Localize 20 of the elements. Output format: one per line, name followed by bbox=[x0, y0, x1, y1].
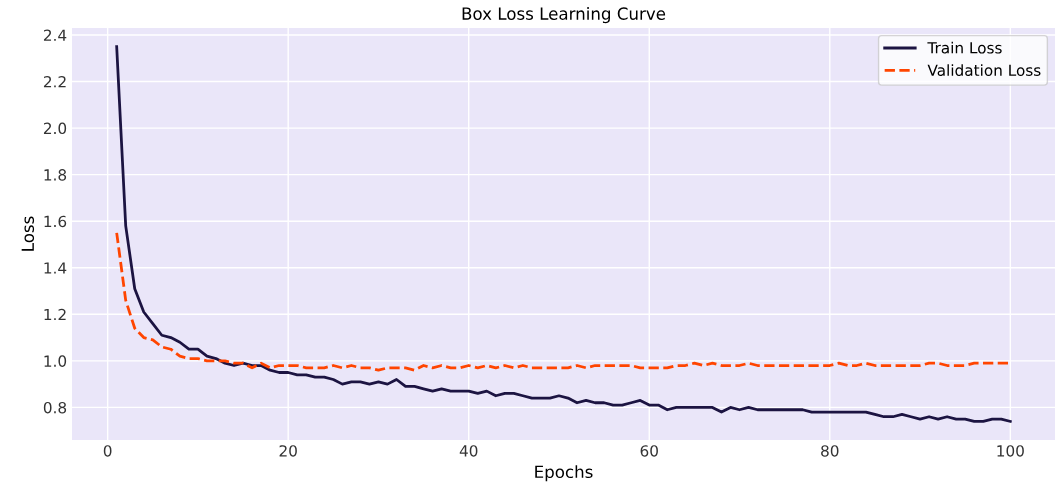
y-tick-label: 2.4 bbox=[43, 29, 67, 41]
x-tick-label: 20 bbox=[279, 445, 297, 457]
x-tick-label: 40 bbox=[459, 445, 478, 457]
legend-label: Train Loss bbox=[927, 41, 1002, 54]
y-tick-label: 2.0 bbox=[43, 122, 67, 135]
x-tick-label: 0 bbox=[103, 445, 112, 457]
y-tick-label: 1.8 bbox=[44, 169, 67, 181]
x-tick-label: 100 bbox=[997, 445, 1024, 457]
y-tick-label: 1.6 bbox=[44, 215, 67, 228]
x-axis-title: Epochs bbox=[535, 465, 593, 482]
y-tick-label: 0.8 bbox=[43, 401, 67, 414]
y-tick-label: 1.0 bbox=[44, 355, 67, 367]
y-tick-label: 2.2 bbox=[43, 76, 66, 88]
chart-title: Box Loss Learning Curve bbox=[462, 7, 666, 24]
x-tick-label: 60 bbox=[640, 445, 658, 457]
legend-label: Validation Loss bbox=[927, 64, 1041, 76]
y-axis-title: Loss bbox=[21, 216, 35, 251]
x-tick-label: 80 bbox=[821, 445, 839, 457]
y-tick-label: 1.2 bbox=[44, 308, 66, 321]
y-tick-label: 1.4 bbox=[44, 262, 67, 274]
